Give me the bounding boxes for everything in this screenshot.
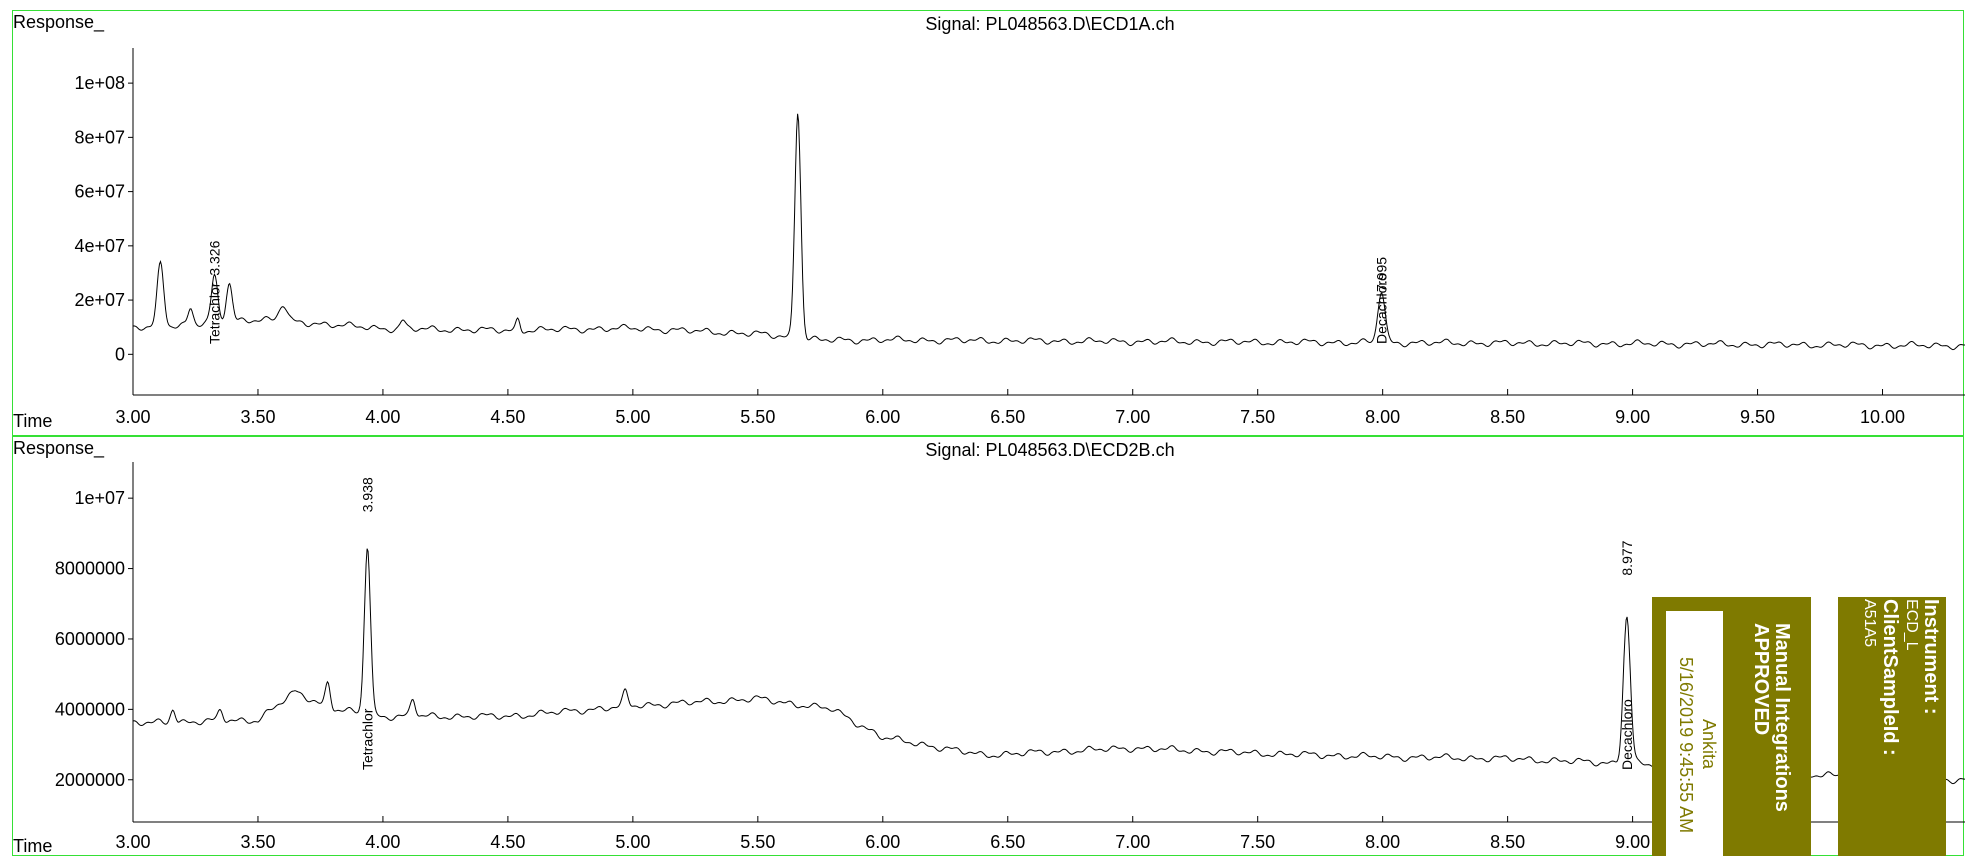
x-tick-label: 8.00 xyxy=(1365,832,1400,852)
x-tick-label: 9.50 xyxy=(1740,407,1775,427)
chart-title: Signal: PL048563.D\ECD2B.ch xyxy=(925,440,1174,460)
y-tick-label: 2000000 xyxy=(55,770,125,790)
x-tick-label: 6.50 xyxy=(990,832,1025,852)
x-tick-label: 4.00 xyxy=(365,407,400,427)
y-tick-label: 1e+07 xyxy=(74,488,125,508)
client-sample-value: A51A5 xyxy=(1861,599,1878,648)
compound-label: Tetrachlor xyxy=(359,708,375,770)
peak-rt-label: 8.977 xyxy=(1619,540,1635,575)
x-tick-label: 8.00 xyxy=(1365,407,1400,427)
x-tick-label: 3.00 xyxy=(115,832,150,852)
peak-rt-label: 3.326 xyxy=(206,240,222,275)
signal-trace xyxy=(132,113,1965,351)
chromatogram-panel-ecd2b: Response_ Signal: PL048563.D\ECD2B.ch Time… xyxy=(12,436,1965,856)
instrument-label: Instrument : xyxy=(1920,599,1942,715)
stamp-title-line1: Manual Integrations xyxy=(1771,623,1793,812)
x-tick-label: 10.00 xyxy=(1860,407,1905,427)
x-tick-label: 9.00 xyxy=(1615,832,1650,852)
x-tick-label: 7.50 xyxy=(1240,832,1275,852)
x-tick-label: 4.00 xyxy=(365,832,400,852)
y-tick-label: 8000000 xyxy=(55,559,125,579)
x-tick-label: 3.50 xyxy=(240,832,275,852)
stamp-user: Ankita xyxy=(1699,719,1719,770)
x-tick-label: 5.00 xyxy=(615,832,650,852)
client-sample-label: ClientSampleId : xyxy=(1879,599,1901,756)
y-axis-title: Response_ xyxy=(13,12,105,33)
approval-stamp: Manual Integrations APPROVED Ankita 5/16… xyxy=(1652,597,1811,856)
stamp-title-line2: APPROVED xyxy=(1750,623,1772,736)
instrument-value: ECD_L xyxy=(1903,599,1920,651)
y-tick-label: 4000000 xyxy=(55,699,125,719)
y-tick-label: 1e+08 xyxy=(74,73,125,93)
y-tick-label: 2e+07 xyxy=(74,290,125,310)
compound-label: Tetrachlor xyxy=(206,282,222,344)
compound-label: Decachloro xyxy=(1619,699,1635,770)
x-tick-label: 8.50 xyxy=(1490,832,1525,852)
x-tick-label: 4.50 xyxy=(490,407,525,427)
peak-rt-label: 3.938 xyxy=(359,477,375,512)
y-tick-label: 4e+07 xyxy=(74,236,125,256)
chromatogram-panel-ecd1a: Response_ Signal: PL048563.D\ECD1A.ch Time… xyxy=(12,10,1965,436)
stamp-timestamp: 5/16/2019 9:45:55 AM xyxy=(1676,657,1696,834)
x-tick-label: 3.00 xyxy=(115,407,150,427)
x-tick-label: 5.00 xyxy=(615,407,650,427)
x-tick-label: 7.00 xyxy=(1115,832,1150,852)
chart-title: Signal: PL048563.D\ECD1A.ch xyxy=(925,14,1174,34)
y-tick-label: 8e+07 xyxy=(74,127,125,147)
y-tick-label: 6e+07 xyxy=(74,182,125,202)
x-tick-label: 4.50 xyxy=(490,832,525,852)
x-tick-label: 6.00 xyxy=(865,407,900,427)
x-tick-label: 5.50 xyxy=(740,832,775,852)
peak-rt-label: 7.995 xyxy=(1373,257,1389,292)
x-axis-title: Time xyxy=(13,411,52,431)
x-tick-label: 7.50 xyxy=(1240,407,1275,427)
y-axis-title: Response_ xyxy=(13,438,105,459)
y-tick-label: 6000000 xyxy=(55,629,125,649)
y-tick-label: 0 xyxy=(115,344,125,364)
instrument-stamp: Instrument : ECD_L ClientSampleId : A51A… xyxy=(1838,597,1946,856)
x-tick-label: 6.50 xyxy=(990,407,1025,427)
x-tick-label: 3.50 xyxy=(240,407,275,427)
compound-label: Decachloro xyxy=(1373,273,1389,344)
panel-frame xyxy=(12,10,1964,436)
x-axis-title: Time xyxy=(13,836,52,856)
x-tick-label: 7.00 xyxy=(1115,407,1150,427)
x-tick-label: 6.00 xyxy=(865,832,900,852)
x-tick-label: 8.50 xyxy=(1490,407,1525,427)
x-tick-label: 9.00 xyxy=(1615,407,1650,427)
stamp-inner-box xyxy=(1666,611,1723,856)
x-tick-label: 5.50 xyxy=(740,407,775,427)
